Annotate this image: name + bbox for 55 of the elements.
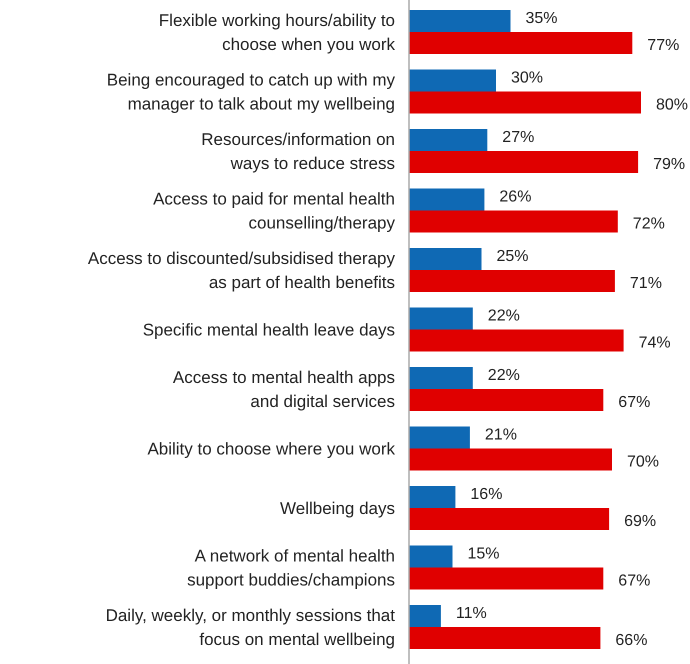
data-label: 70% — [627, 454, 660, 470]
data-label: 80% — [656, 96, 688, 114]
data-label: 22% — [488, 367, 520, 384]
data-label: 67% — [618, 572, 650, 590]
data-label: 30% — [511, 70, 544, 86]
bar — [409, 546, 452, 568]
bar — [409, 151, 638, 173]
data-label: 71% — [630, 275, 662, 292]
y-tick-label: Ability to choose where you work — [147, 440, 396, 458]
y-tick-label: Wellbeing days — [280, 499, 395, 518]
bar — [409, 129, 488, 151]
data-label: 22% — [488, 308, 520, 324]
data-label: 21% — [484, 426, 517, 444]
data-label: 35% — [526, 10, 558, 27]
data-label: 26% — [499, 188, 532, 206]
bar — [409, 92, 641, 114]
bar — [409, 389, 604, 411]
data-label: 77% — [647, 37, 680, 54]
y-tick-label: Flexible working hours/ability to choose when you work — [158, 11, 396, 54]
y-tick-label: Access to mental health apps and digital services — [172, 368, 395, 411]
bar — [409, 32, 632, 54]
data-label: 66% — [615, 632, 648, 649]
bar — [409, 10, 510, 32]
data-label: 67% — [618, 394, 650, 411]
data-label: 11% — [456, 605, 487, 622]
bar — [409, 486, 456, 508]
y-tick-label: Access to discounted/subsidised therapy as part of health benefits — [88, 249, 396, 292]
data-label: 79% — [653, 156, 686, 173]
y-tick-label: Resources/information on ways to reduce stress — [201, 130, 395, 173]
bar — [409, 426, 470, 448]
y-tick-label: Specific mental health leave days — [142, 320, 395, 340]
bar — [409, 308, 473, 330]
y-tick-label: A network of mental health support buddies/champions — [187, 546, 395, 590]
bar — [409, 70, 496, 92]
data-label: 72% — [632, 216, 665, 232]
bar — [409, 448, 612, 470]
y-tick-label: Access to paid for mental health counselling/therapy — [153, 190, 396, 232]
bar — [409, 270, 615, 292]
bar — [409, 627, 600, 649]
data-label: 27% — [502, 129, 534, 146]
y-tick-label: Being encouraged to catch up with my manager to talk about my wellbeing — [106, 70, 396, 114]
bar — [409, 248, 482, 270]
bar — [409, 330, 624, 352]
bar — [409, 508, 610, 530]
data-label: 15% — [468, 546, 500, 562]
bar — [409, 605, 441, 627]
bar — [409, 568, 604, 590]
bar — [409, 188, 484, 210]
data-label: 69% — [624, 513, 656, 530]
data-label: 74% — [638, 334, 671, 352]
y-tick-label: Daily, weekly, or monthly sessions that focus on mental wellbeing — [106, 606, 396, 649]
data-label: 25% — [496, 248, 529, 265]
data-label: 16% — [470, 486, 502, 503]
bar — [409, 367, 473, 389]
bar — [409, 210, 618, 232]
